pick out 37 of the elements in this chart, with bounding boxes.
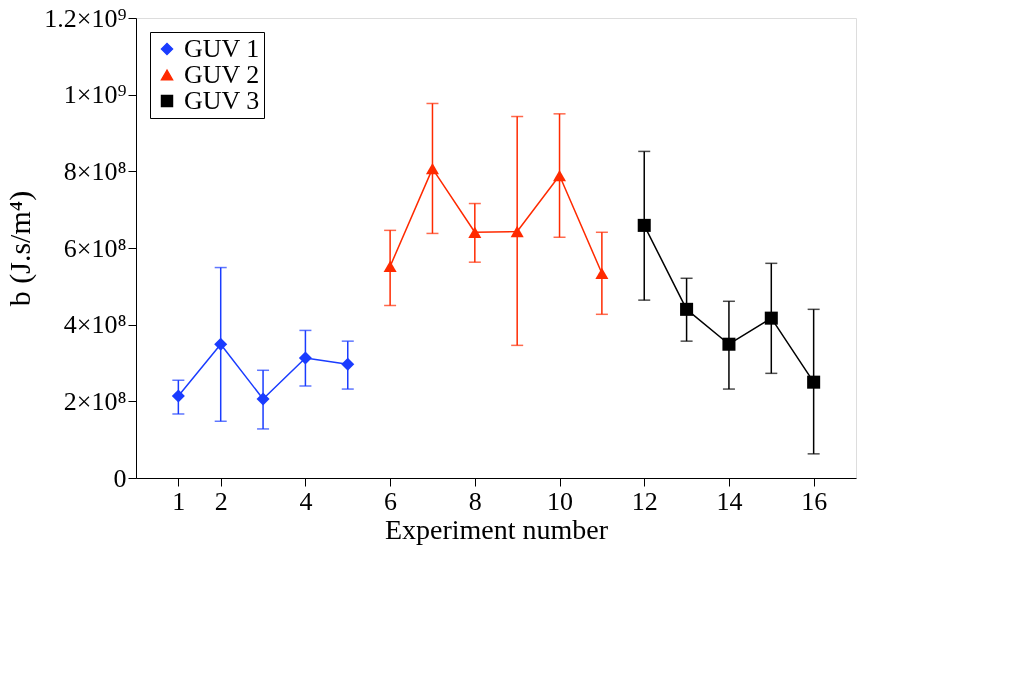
point xyxy=(256,392,270,406)
legend-label: GUV 1 xyxy=(184,34,260,63)
point xyxy=(553,169,567,182)
y-tick-label: 1×10⁹ xyxy=(63,80,127,110)
y-tick-label: 1.2×10⁹ xyxy=(44,3,127,33)
y-tick-label: 8×10⁸ xyxy=(63,156,127,186)
x-tick-label: 12 xyxy=(631,486,658,516)
x-tick-label: 1 xyxy=(172,486,186,516)
legend-label: GUV 3 xyxy=(184,86,260,115)
point xyxy=(171,389,185,403)
x-tick-label: 14 xyxy=(716,486,743,516)
x-tick-label: 4 xyxy=(299,486,313,516)
point xyxy=(341,357,355,371)
y-tick-label: 2×10⁸ xyxy=(63,386,127,416)
y-axis-title: b (J.s/m⁴) xyxy=(3,190,38,307)
legend-label: GUV 2 xyxy=(184,60,260,89)
y-tick-label: 4×10⁸ xyxy=(63,310,127,340)
point xyxy=(722,337,736,351)
x-tick-label: 10 xyxy=(547,486,574,516)
point xyxy=(383,260,397,273)
y-tick-label: 0 xyxy=(113,463,127,493)
x-tick-label: 6 xyxy=(384,486,398,516)
point xyxy=(510,225,524,238)
y-tick-label: 6×10⁸ xyxy=(63,233,127,263)
point xyxy=(680,302,694,316)
x-tick-label: 2 xyxy=(214,486,228,516)
point xyxy=(468,226,482,238)
point xyxy=(637,218,651,232)
point xyxy=(807,375,821,389)
point xyxy=(425,163,439,175)
x-tick-label: 8 xyxy=(468,486,482,516)
point xyxy=(764,311,778,325)
point xyxy=(214,337,228,351)
x-axis-title: Experiment number xyxy=(384,513,609,545)
x-tick-label: 16 xyxy=(801,486,828,516)
point xyxy=(298,351,312,365)
point xyxy=(595,267,609,279)
